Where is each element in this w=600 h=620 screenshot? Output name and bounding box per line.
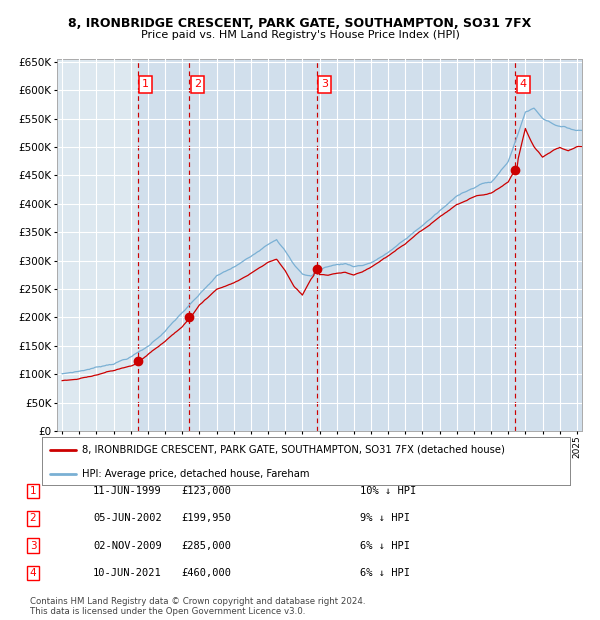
Text: Price paid vs. HM Land Registry's House Price Index (HPI): Price paid vs. HM Land Registry's House … xyxy=(140,30,460,40)
Text: 4: 4 xyxy=(520,79,527,89)
Text: 3: 3 xyxy=(321,79,328,89)
Bar xyxy=(515,59,586,431)
Text: £199,950: £199,950 xyxy=(181,513,231,523)
Text: 9% ↓ HPI: 9% ↓ HPI xyxy=(360,513,410,523)
Text: 8, IRONBRIDGE CRESCENT, PARK GATE, SOUTHAMPTON, SO31 7FX: 8, IRONBRIDGE CRESCENT, PARK GATE, SOUTH… xyxy=(68,17,532,30)
Text: 05-JUN-2002: 05-JUN-2002 xyxy=(93,513,162,523)
Text: 11-JUN-1999: 11-JUN-1999 xyxy=(93,486,162,496)
Text: £123,000: £123,000 xyxy=(181,486,231,496)
Text: 1: 1 xyxy=(29,486,37,496)
Text: 4: 4 xyxy=(29,568,37,578)
Text: £460,000: £460,000 xyxy=(181,568,231,578)
Bar xyxy=(138,59,190,431)
Bar xyxy=(190,59,317,431)
Text: 10% ↓ HPI: 10% ↓ HPI xyxy=(360,486,416,496)
Text: 6% ↓ HPI: 6% ↓ HPI xyxy=(360,541,410,551)
Text: 8, IRONBRIDGE CRESCENT, PARK GATE, SOUTHAMPTON, SO31 7FX (detached house): 8, IRONBRIDGE CRESCENT, PARK GATE, SOUTH… xyxy=(82,445,505,455)
Text: 2: 2 xyxy=(194,79,201,89)
Text: 02-NOV-2009: 02-NOV-2009 xyxy=(93,541,162,551)
Text: 2: 2 xyxy=(29,513,37,523)
Text: 1: 1 xyxy=(142,79,149,89)
Text: HPI: Average price, detached house, Fareham: HPI: Average price, detached house, Fare… xyxy=(82,469,309,479)
Bar xyxy=(317,59,515,431)
Text: Contains HM Land Registry data © Crown copyright and database right 2024.: Contains HM Land Registry data © Crown c… xyxy=(30,597,365,606)
Text: 6% ↓ HPI: 6% ↓ HPI xyxy=(360,568,410,578)
Text: £285,000: £285,000 xyxy=(181,541,231,551)
Text: 10-JUN-2021: 10-JUN-2021 xyxy=(93,568,162,578)
Text: This data is licensed under the Open Government Licence v3.0.: This data is licensed under the Open Gov… xyxy=(30,607,305,616)
Text: 3: 3 xyxy=(29,541,37,551)
